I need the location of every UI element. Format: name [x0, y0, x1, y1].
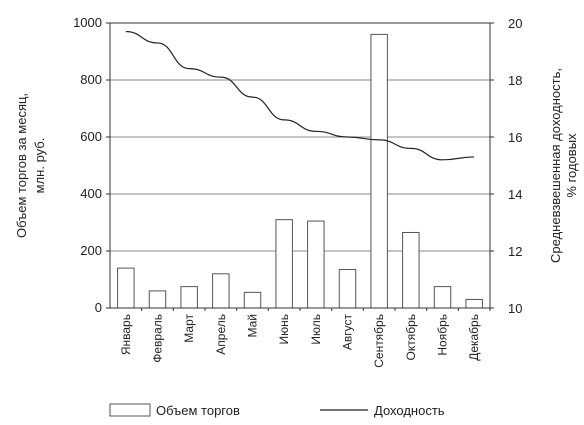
right-tick-label: 18	[508, 73, 522, 88]
bar	[338, 269, 357, 309]
bar	[180, 286, 198, 309]
category-label: Декабрь	[467, 314, 481, 361]
left-tick-label: 0	[95, 300, 102, 315]
legend: Объем торгов Доходность	[109, 403, 445, 418]
bar	[402, 231, 420, 309]
bar	[465, 298, 483, 309]
plot-frame	[109, 22, 491, 309]
bar	[275, 219, 293, 309]
left-tick-label: 600	[80, 129, 102, 144]
legend-bar-label: Объем торгов	[156, 403, 240, 418]
right-axis-title-line-2: % годовых	[564, 133, 579, 198]
right-tick-label: 20	[508, 16, 522, 31]
bar	[370, 33, 388, 309]
right-tick-label: 14	[508, 187, 522, 202]
legend-bar-swatch	[109, 403, 151, 417]
bar	[307, 220, 325, 309]
category-label: Август	[341, 314, 355, 351]
left-tick-labels: 0 200 400 600 800 1000	[73, 15, 110, 315]
bar	[433, 286, 452, 309]
left-tick-label: 400	[80, 186, 102, 201]
legend-line-label: Доходность	[374, 403, 445, 418]
category-label: Сентябрь	[372, 314, 386, 368]
category-label: Март	[182, 314, 196, 343]
grid-lines	[110, 22, 490, 252]
right-tick-label: 16	[508, 130, 522, 145]
category-label: Октябрь	[404, 314, 418, 361]
series-line-yield	[125, 30, 475, 161]
right-tick-label: 10	[508, 301, 522, 316]
category-label: Май	[246, 314, 260, 338]
bar	[212, 273, 230, 309]
left-tick-label: 200	[80, 243, 102, 258]
right-axis-title-line-1: Средневзвешенная доходность,	[548, 68, 563, 263]
category-labels: Январь Февраль Март Апрель Май Июнь Июль Август…	[119, 308, 491, 368]
bars-group	[117, 33, 483, 309]
bar	[148, 290, 167, 309]
right-tick-labels: 10 12 14 16 18 20	[490, 16, 522, 316]
left-axis-title-line-2: млн. руб.	[32, 138, 47, 194]
category-label: Февраль	[151, 314, 165, 363]
left-tick-label: 1000	[73, 15, 102, 30]
right-tick-label: 12	[508, 244, 522, 259]
bar	[117, 267, 135, 309]
left-axis-title-line-1: Объем торгов за месяц,	[14, 93, 29, 238]
category-label: Ноябрь	[436, 314, 450, 356]
category-label: Апрель	[214, 314, 228, 355]
bar	[243, 291, 262, 309]
left-tick-label: 800	[80, 72, 102, 87]
category-label: Июнь	[277, 314, 291, 345]
category-label: Январь	[119, 314, 133, 355]
category-label: Июль	[309, 314, 323, 345]
